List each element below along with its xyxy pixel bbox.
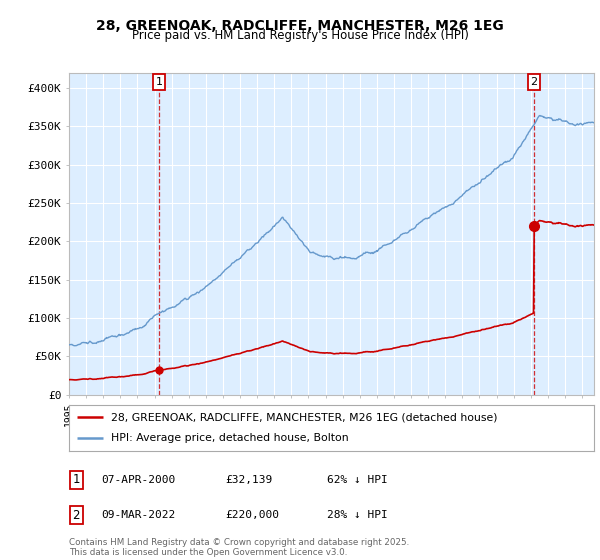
Text: 62% ↓ HPI: 62% ↓ HPI [327, 475, 388, 485]
Text: 07-APR-2000: 07-APR-2000 [101, 475, 175, 485]
Text: Contains HM Land Registry data © Crown copyright and database right 2025.
This d: Contains HM Land Registry data © Crown c… [69, 538, 409, 557]
Text: £32,139: £32,139 [225, 475, 272, 485]
Text: 2: 2 [73, 508, 80, 522]
Text: 28% ↓ HPI: 28% ↓ HPI [327, 510, 388, 520]
Text: 09-MAR-2022: 09-MAR-2022 [101, 510, 175, 520]
Text: 2: 2 [530, 77, 538, 87]
Text: 28, GREENOAK, RADCLIFFE, MANCHESTER, M26 1EG: 28, GREENOAK, RADCLIFFE, MANCHESTER, M26… [96, 19, 504, 33]
Text: HPI: Average price, detached house, Bolton: HPI: Average price, detached house, Bolt… [111, 433, 349, 444]
Text: £220,000: £220,000 [225, 510, 279, 520]
Text: 28, GREENOAK, RADCLIFFE, MANCHESTER, M26 1EG (detached house): 28, GREENOAK, RADCLIFFE, MANCHESTER, M26… [111, 412, 497, 422]
Text: Price paid vs. HM Land Registry's House Price Index (HPI): Price paid vs. HM Land Registry's House … [131, 29, 469, 42]
Text: 1: 1 [155, 77, 163, 87]
Text: 1: 1 [73, 473, 80, 487]
